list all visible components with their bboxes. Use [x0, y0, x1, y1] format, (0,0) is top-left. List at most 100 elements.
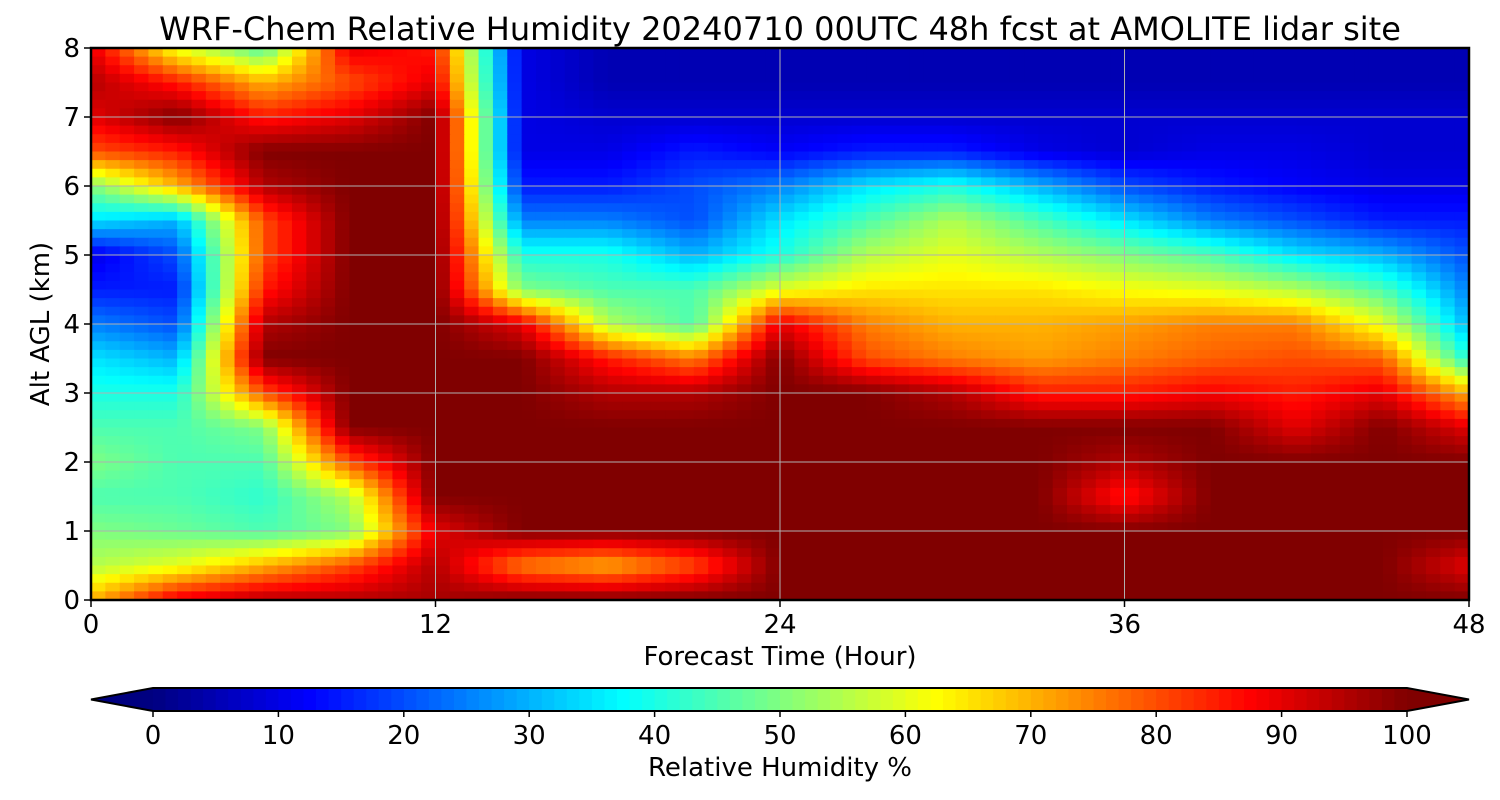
heatmap-cell: [392, 418, 408, 429]
heatmap-cell: [1067, 125, 1083, 135]
heatmap-cell: [1138, 142, 1154, 153]
heatmap-cell: [421, 168, 437, 178]
heatmap-cell: [1067, 436, 1083, 446]
heatmap-cell: [751, 401, 767, 411]
heatmap-cell: [378, 315, 394, 325]
heatmap-cell: [263, 117, 279, 127]
heatmap-cell: [650, 341, 666, 351]
heatmap-cell: [205, 229, 221, 239]
heatmap-cell: [277, 298, 293, 308]
heatmap-cell: [521, 99, 537, 109]
heatmap-cell: [205, 99, 221, 109]
heatmap-cell: [363, 246, 379, 256]
heatmap-cell: [607, 418, 623, 429]
heatmap-cell: [708, 272, 724, 282]
heatmap-cell: [880, 117, 896, 127]
heatmap-cell: [693, 410, 709, 420]
heatmap-cell: [1325, 272, 1341, 282]
heatmap-cell: [665, 65, 681, 75]
heatmap-cell: [134, 487, 150, 498]
heatmap-cell: [794, 82, 810, 92]
heatmap-cell: [492, 427, 508, 437]
heatmap-cell: [1253, 134, 1269, 144]
heatmap-cell: [765, 117, 781, 127]
heatmap-cell: [1411, 142, 1427, 153]
heatmap-cell: [148, 496, 164, 506]
heatmap-cell: [1339, 246, 1355, 256]
heatmap-cell: [636, 384, 652, 394]
heatmap-cell: [478, 117, 494, 127]
heatmap-cell: [521, 237, 537, 247]
heatmap-cell: [492, 65, 508, 75]
heatmap-cell: [593, 487, 609, 498]
heatmap-cell: [1368, 332, 1384, 342]
heatmap-cell: [866, 246, 882, 256]
heatmap-cell: [492, 418, 508, 429]
heatmap-cell: [449, 272, 465, 282]
heatmap-cell: [966, 48, 982, 58]
heatmap-cell: [177, 263, 193, 273]
heatmap-cell: [622, 168, 638, 178]
heatmap-cell: [751, 315, 767, 325]
heatmap-cell: [263, 384, 279, 394]
heatmap-cell: [1110, 65, 1126, 75]
heatmap-cell: [607, 487, 623, 498]
heatmap-cell: [880, 453, 896, 463]
heatmap-cell: [708, 470, 724, 480]
heatmap-cell: [392, 479, 408, 489]
heatmap-cell: [650, 298, 666, 308]
heatmap-cell: [937, 117, 953, 127]
heatmap-cell: [564, 237, 580, 247]
heatmap-cell: [392, 125, 408, 135]
heatmap-cell: [378, 349, 394, 360]
heatmap-cell: [693, 280, 709, 291]
heatmap-cell: [234, 246, 250, 256]
heatmap-cell: [909, 186, 925, 196]
heatmap-cell: [263, 99, 279, 109]
heatmap-cell: [1081, 99, 1097, 109]
heatmap-cell: [449, 410, 465, 420]
heatmap-cell: [622, 151, 638, 161]
heatmap-cell: [349, 99, 365, 109]
heatmap-cell: [1354, 375, 1370, 385]
heatmap-cell: [1268, 177, 1283, 187]
heatmap-cell: [1124, 306, 1140, 316]
heatmap-cell: [105, 151, 121, 161]
heatmap-cell: [593, 134, 609, 144]
heatmap-cell: [650, 73, 666, 84]
rh-heatmap: [91, 48, 1469, 600]
heatmap-cell: [148, 410, 164, 420]
heatmap-cell: [593, 280, 609, 291]
heatmap-cell: [1167, 142, 1183, 153]
heatmap-cell: [1440, 272, 1456, 282]
heatmap-cell: [320, 280, 336, 291]
heatmap-cell: [952, 315, 968, 325]
heatmap-cell: [191, 341, 207, 351]
heatmap-cell: [880, 56, 896, 66]
heatmap-cell: [1052, 125, 1068, 135]
heatmap-cell: [263, 375, 279, 385]
heatmap-cell: [234, 393, 250, 403]
heatmap-cell: [464, 479, 480, 489]
heatmap-cell: [134, 349, 150, 360]
heatmap-cell: [507, 384, 523, 394]
heatmap-cell: [550, 117, 566, 127]
heatmap-cell: [708, 401, 724, 411]
heatmap-cell: [894, 418, 910, 429]
heatmap-cell: [1138, 82, 1154, 92]
heatmap-cell: [535, 203, 551, 213]
heatmap-cell: [1239, 203, 1255, 213]
heatmap-cell: [1153, 306, 1169, 316]
heatmap-cell: [851, 453, 867, 463]
heatmap-cell: [1397, 117, 1413, 127]
heatmap-cell: [91, 470, 106, 480]
heatmap-cell: [1009, 186, 1025, 196]
heatmap-cell: [191, 375, 207, 385]
heatmap-cell: [622, 470, 638, 480]
heatmap-cell: [1339, 134, 1355, 144]
heatmap-cell: [1311, 151, 1327, 161]
heatmap-cell: [1339, 211, 1355, 222]
heatmap-cell: [363, 358, 379, 368]
heatmap-cell: [622, 427, 638, 437]
heatmap-cell: [1454, 194, 1469, 204]
